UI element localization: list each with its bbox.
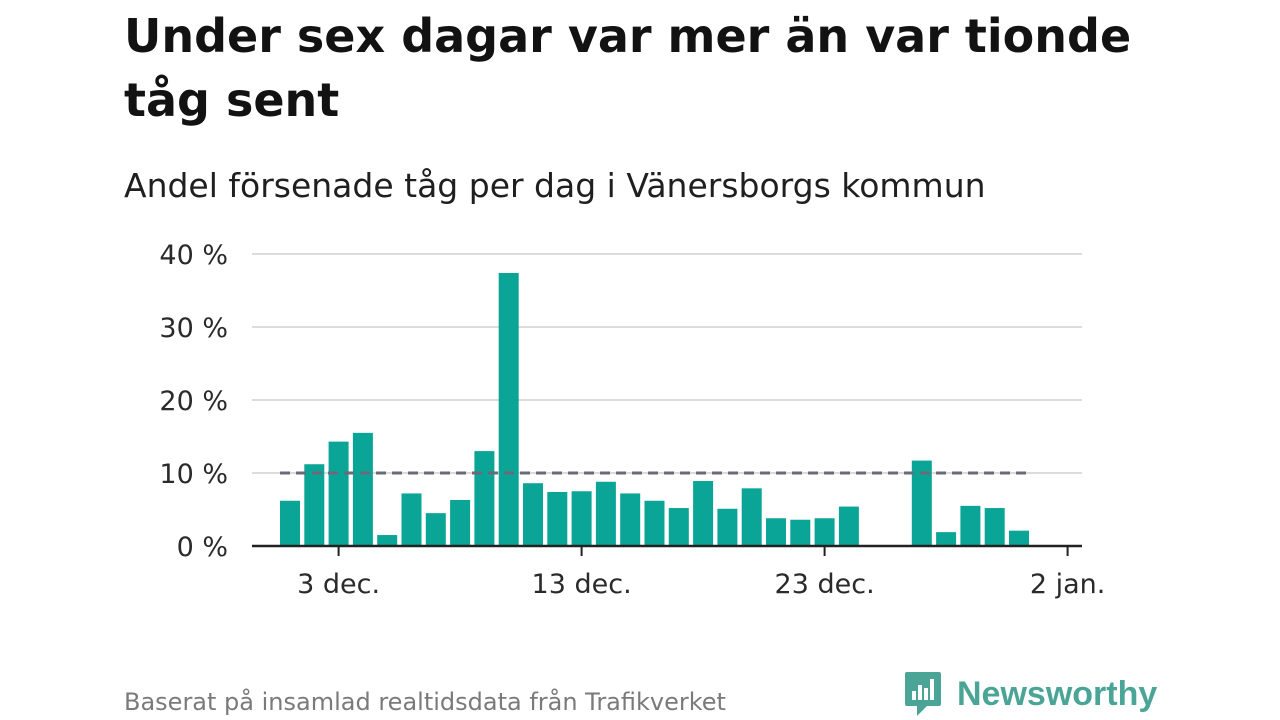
bar	[620, 493, 641, 546]
bar	[377, 535, 398, 546]
newsworthy-logo-icon	[905, 672, 941, 716]
brand-name: Newsworthy	[957, 674, 1158, 713]
bar	[547, 491, 568, 546]
bar	[814, 518, 835, 546]
bar	[984, 508, 1005, 546]
tick-labels: 0 % 10 % 20 % 30 % 40 % 3 dec. 13 dec. 23 dec. 2…	[159, 240, 1105, 600]
y-tick-label: 30 %	[159, 313, 228, 344]
bar	[790, 519, 811, 546]
bar	[1009, 530, 1029, 546]
grid-lines	[252, 253, 1082, 474]
bar	[595, 481, 616, 546]
bar	[425, 513, 446, 546]
bar	[668, 508, 689, 546]
bar	[352, 432, 373, 546]
bar	[523, 483, 543, 546]
bar	[911, 460, 932, 546]
bar	[401, 493, 422, 546]
x-tick-label: 23 dec.	[775, 569, 875, 600]
bar	[498, 272, 519, 546]
bar	[644, 500, 665, 546]
bars	[280, 272, 1029, 546]
y-tick-label: 0 %	[177, 532, 228, 563]
bar	[838, 506, 859, 546]
axes	[252, 544, 1082, 556]
bar	[450, 500, 471, 546]
bar	[693, 481, 714, 546]
y-tick-label: 10 %	[159, 459, 228, 490]
bar	[741, 488, 762, 546]
bar	[766, 518, 786, 546]
bar	[936, 532, 957, 546]
bar	[304, 464, 325, 546]
bar	[328, 441, 349, 546]
x-tick-label: 3 dec.	[297, 569, 380, 600]
x-tick-label: 13 dec.	[532, 569, 632, 600]
bar	[960, 505, 981, 546]
bar	[717, 508, 738, 546]
bar	[280, 500, 300, 546]
bar	[571, 491, 592, 546]
x-tick-label: 2 jan.	[1030, 569, 1106, 600]
y-tick-label: 40 %	[159, 240, 228, 271]
bar	[474, 451, 495, 546]
chart-subtitle: Andel försenade tåg per dag i Vänersborg…	[124, 166, 986, 205]
brand-logo: Newsworthy	[903, 670, 1157, 718]
source-note: Baserat på insamlad realtidsdata från Tr…	[124, 688, 726, 716]
y-tick-label: 20 %	[159, 386, 228, 417]
chart-title: Under sex dagar var mer än var tionde tå…	[124, 9, 1132, 127]
